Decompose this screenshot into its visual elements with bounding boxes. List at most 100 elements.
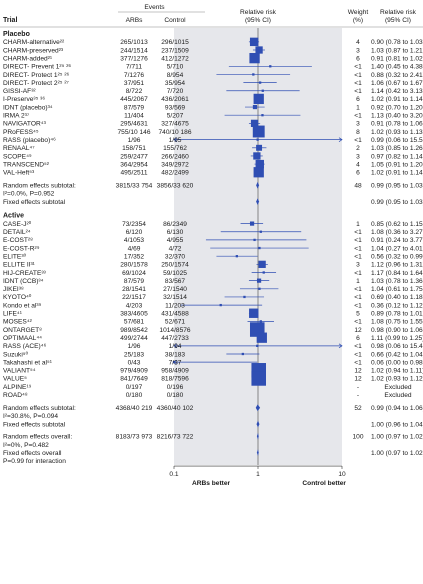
study-arbs-events: 6/120 — [126, 229, 143, 236]
study-arbs-events: 28/1541 — [122, 286, 146, 293]
study-label: RENAAL⁴⁷ — [3, 145, 35, 152]
study-control-events: 4/72 — [169, 245, 182, 252]
subtotal-heterogeneity: I²=30.8%, P=0.094 — [3, 413, 58, 420]
study-ci-text: 1.03 (0.85 to 1.26) — [371, 145, 423, 152]
study-box — [253, 152, 261, 160]
study-weight: <1 — [354, 286, 362, 293]
study-ci-text: 1.02 (0.93 to 1.12) — [371, 376, 423, 383]
study-box — [256, 278, 262, 283]
study-label: DIRECT- Protect 2²⁵ ²⁷ — [3, 80, 70, 87]
study-arbs-events: 37/951 — [124, 80, 145, 87]
study-arbs-events: 755/10 146 — [117, 129, 150, 136]
study-label: GISSI-AF³² — [3, 88, 36, 95]
study-label: SCOPE⁴⁹ — [3, 153, 32, 160]
study-arbs-events: 383/4605 — [120, 311, 148, 318]
study-ci-text: 0.91 (0.24 to 3.77) — [371, 237, 423, 244]
study-weight: 2 — [356, 145, 360, 152]
subtotal-random-diamond — [255, 404, 261, 412]
study-arbs-events: 377/1276 — [120, 55, 148, 62]
study-arbs-events: 989/8542 — [120, 327, 148, 334]
study-arbs-events: 244/1514 — [120, 47, 148, 54]
study-label: VALIANT⁵⁴ — [3, 368, 36, 375]
study-control-events: 1/95 — [169, 137, 182, 144]
study-control-events: 740/10 186 — [158, 129, 191, 136]
study-label: ALPINE¹⁹ — [3, 384, 32, 391]
study-label: IDNT (placebo)³⁴ — [3, 104, 53, 111]
study-ci-text: 1.11 (0.99 to 1.25) — [371, 335, 423, 342]
study-box — [256, 344, 259, 347]
overall-fixed-label: Fixed effects overall — [3, 450, 62, 457]
study-box — [253, 167, 264, 178]
study-weight: 4 — [356, 161, 360, 168]
study-ci-text: 1.02 (0.91 to 1.14) — [371, 96, 423, 103]
study-label: HIJ-CREATE³³ — [3, 270, 47, 277]
study-arbs-events: 69/1024 — [122, 270, 146, 277]
study-weight: 3 — [356, 262, 360, 269]
study-arbs-events: 25/183 — [124, 351, 145, 358]
study-ci-text: 0.66 (0.42 to 1.04) — [371, 351, 423, 358]
study-ci-text: 1.08 (0.75 to 1.55) — [371, 319, 423, 326]
study-label: IDNT (CCB)³⁴ — [3, 278, 44, 285]
study-control-events: 1/94 — [169, 343, 182, 350]
study-control-events: 32/370 — [165, 253, 186, 260]
study-control-events: 83/567 — [165, 278, 186, 285]
study-ci-text: 0.69 (0.40 to 1.18) — [371, 294, 423, 301]
study-label: DETAIL²⁴ — [3, 229, 31, 236]
study-box — [219, 303, 222, 307]
axis-right-label: Control better — [302, 480, 346, 487]
study-label: Kondo et al³⁹ — [3, 302, 42, 309]
subtotal-control-events: 4360/40 102 — [157, 405, 194, 412]
study-label: OPTIMAAL⁴⁴ — [3, 335, 42, 342]
overall-heterogeneity: I²=0%, P=0.482 — [3, 442, 49, 449]
study-arbs-events: 499/2744 — [120, 335, 148, 342]
study-label: TRANSCEND⁵² — [3, 161, 50, 168]
study-weight: 1 — [356, 278, 360, 285]
study-box — [252, 104, 258, 110]
study-arbs-events: 979/4909 — [120, 368, 148, 375]
study-ci-text: 1.02 (0.91 to 1.14) — [371, 170, 423, 177]
study-arbs-events: 4/1053 — [124, 237, 145, 244]
study-weight: <1 — [354, 359, 362, 366]
study-arbs-events: 0/197 — [126, 384, 143, 391]
study-label: NAVIGATOR⁴³ — [3, 121, 47, 128]
subtotal-fixed-diamond — [256, 198, 260, 205]
study-weight: <1 — [354, 229, 362, 236]
study-ci-text: 1.04 (0.27 to 4.01) — [371, 245, 423, 252]
study-ci-text: 0.85 (0.62 to 1.15) — [371, 221, 423, 228]
study-control-events: 38/183 — [165, 351, 186, 358]
study-box — [241, 352, 244, 356]
overall-arbs-events: 8183/73 973 — [116, 434, 153, 441]
study-weight: 6 — [356, 170, 360, 177]
study-box — [252, 125, 265, 138]
study-control-events: 327/4675 — [161, 121, 189, 128]
study-arbs-events: 7/1276 — [124, 72, 145, 79]
study-control-events: 7/37 — [169, 359, 182, 366]
study-box — [252, 73, 255, 76]
overall-random-diamond — [256, 432, 259, 440]
study-weight: 6 — [356, 55, 360, 62]
study-ci-text: 0.91 (0.78 to 1.06) — [371, 121, 423, 128]
subtotal-fixed-ci: 1.00 (0.96 to 1.04) — [371, 421, 423, 428]
study-box — [255, 159, 264, 169]
study-arbs-events: 4/203 — [126, 302, 143, 309]
study-box — [262, 271, 265, 274]
study-control-events: 0/180 — [167, 392, 184, 399]
study-control-events: 237/1509 — [161, 47, 189, 54]
study-arbs-events: 259/2477 — [120, 153, 148, 160]
subtotal-random-ci: 0.99 (0.95 to 1.03) — [371, 183, 423, 190]
study-ci-arrow-left — [173, 343, 178, 349]
study-ci-text: 0.91 (0.81 to 1.02) — [371, 55, 423, 62]
study-weight: <1 — [354, 245, 362, 252]
study-weight: <1 — [354, 351, 362, 358]
study-control-events: 431/4588 — [161, 311, 189, 318]
study-label: I-Preserve³⁵ ³⁶ — [3, 96, 45, 103]
study-box — [253, 238, 256, 242]
study-weight: 6 — [356, 335, 360, 342]
subtotal-fixed-ci: 0.99 (0.95 to 1.03) — [371, 199, 423, 206]
subtotal-arbs-events: 4368/40 219 — [116, 405, 153, 412]
study-label: ONTARGET⁸ — [3, 327, 42, 334]
study-arbs-events: 0/43 — [128, 359, 141, 366]
study-ci-text: 1.04 (0.61 to 1.75) — [371, 286, 423, 293]
study-ci-text: 0.06 (0.00 to 0.98) — [371, 359, 423, 366]
